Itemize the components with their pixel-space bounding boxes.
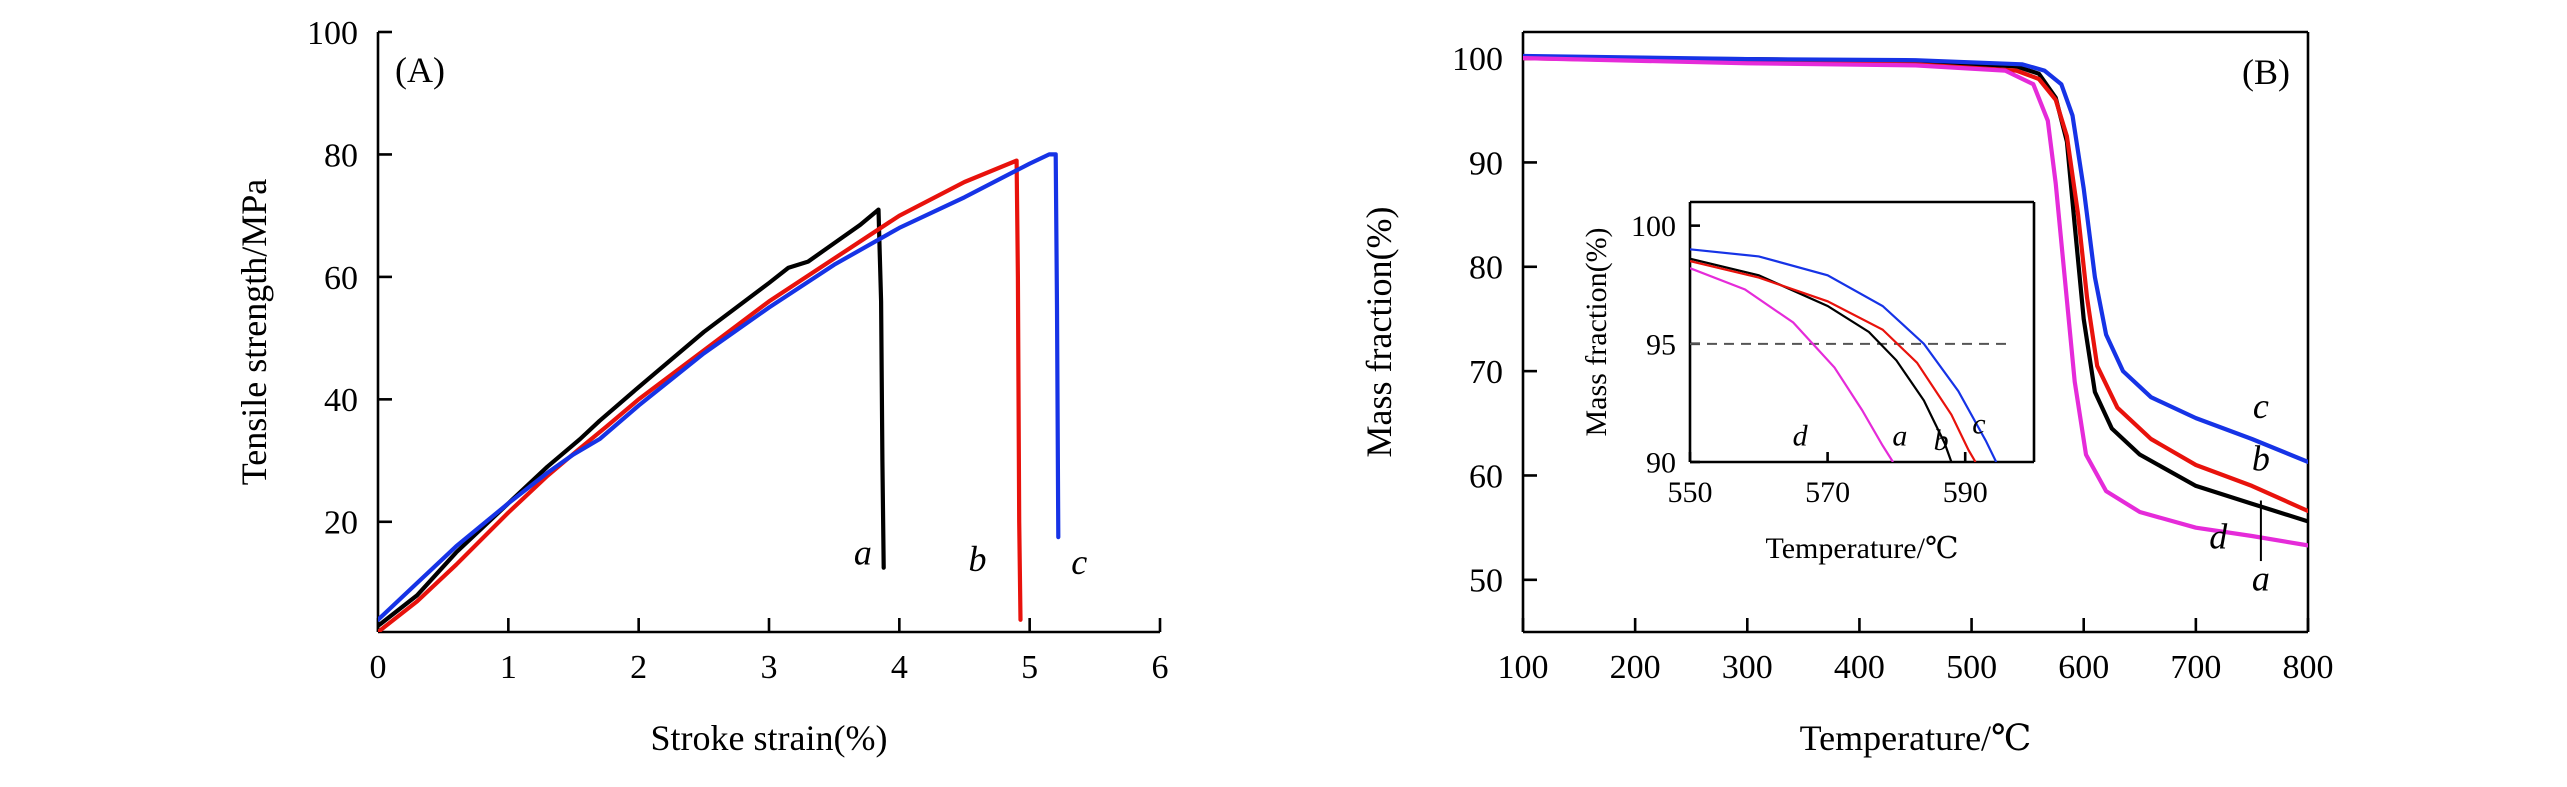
panel-b-series-label-c: c: [2253, 386, 2269, 426]
panel-b-y-tick-label: 100: [1452, 41, 1503, 78]
inset-y-tick-label: 100: [1631, 210, 1676, 243]
panel-a-x-axis-title: Stroke strain(%): [651, 718, 888, 758]
inset-series-b: [1690, 260, 1977, 462]
panel-b-x-tick-label: 700: [2170, 649, 2221, 686]
panel-a-y-tick-label: 80: [324, 137, 358, 174]
inset-series-d: [1690, 267, 1894, 462]
panel-b-y-axis-title: Mass fraction(%): [1359, 207, 1399, 458]
inset-x-tick-label: 570: [1805, 476, 1850, 509]
panel-b-x-axis-title: Temperature/℃: [1800, 718, 2032, 758]
panel-a-x-tick-label: 5: [1021, 649, 1038, 686]
panel-b-y-tick-label: 90: [1469, 145, 1503, 182]
inset-y-tick-label: 95: [1646, 328, 1676, 361]
inset-y-axis-title: Mass fraction(%): [1580, 227, 1613, 436]
panel-a-x-tick-label: 0: [370, 649, 387, 686]
panel-a-series-label-c: c: [1071, 542, 1087, 582]
panel-a-y-tick-label: 40: [324, 382, 358, 419]
panel-b-x-tick-label: 200: [1610, 649, 1661, 686]
inset-x-tick-label: 550: [1668, 476, 1713, 509]
panel-b-series-label-b: b: [2252, 438, 2270, 478]
panel-a-series-label-a: a: [854, 533, 872, 573]
panel-a-x-tick-label: 2: [630, 649, 647, 686]
panel-a-x-tick-label: 6: [1152, 649, 1169, 686]
panel-a-series-a: [378, 207, 886, 628]
panel-a-y-tick-label: 100: [307, 15, 358, 52]
panel-a-series-c: [378, 152, 1061, 622]
inset-series-label-b: b: [1934, 424, 1949, 457]
panel-b-y-tick-label: 70: [1469, 354, 1503, 391]
panel-b-inset-chart: 550 570 590 90 95 100 Temperature/℃ Mass fracti…: [1580, 200, 2036, 565]
panel-b-x-tick-label: 600: [2058, 649, 2109, 686]
panel-b-y-tick-label: 50: [1469, 563, 1503, 600]
inset-x-axis-title: Temperature/℃: [1765, 532, 1958, 565]
panel-a-x-tick-label: 1: [500, 649, 517, 686]
panel-a-x-tick-label: 3: [761, 649, 778, 686]
panel-b-tga-chart: 100 200 300 400 500 600 700 800 50 60 70 80 90 100 Tem…: [1359, 30, 2334, 758]
inset-series-label-d: d: [1793, 419, 1809, 452]
panel-b-series-d: [1523, 56, 2308, 548]
panel-b-y-tick-label: 80: [1469, 250, 1503, 287]
panel-a-y-axis-title: Tensile strength/MPa: [234, 179, 274, 485]
inset-series-c: [1690, 248, 1998, 462]
panel-b-x-tick-label: 500: [1946, 649, 1997, 686]
panel-b-series-c: [1523, 53, 2308, 464]
panel-b-y-tick-label: 60: [1469, 458, 1503, 495]
inset-background: [1690, 202, 2034, 462]
panel-b-panel-label: (B): [2242, 52, 2290, 92]
panel-b-x-tick-label: 100: [1498, 649, 1549, 686]
panel-a-y-tick-label: 60: [324, 260, 358, 297]
panel-a-series-label-b: b: [969, 539, 987, 579]
inset-x-tick-label: 590: [1943, 476, 1988, 509]
inset-series-label-c: c: [1972, 408, 1985, 441]
inset-y-tick-label: 90: [1646, 447, 1676, 480]
inset-series-label-a: a: [1892, 419, 1907, 452]
panel-a-y-tick-label: 20: [324, 505, 358, 542]
panel-b-series-label-a: a: [2252, 558, 2270, 598]
panel-a-x-tick-label: 4: [891, 649, 908, 686]
panel-b-x-tick-label: 800: [2283, 649, 2334, 686]
panel-b-series-label-d: d: [2209, 517, 2228, 557]
panel-b-x-tick-label: 400: [1834, 649, 1885, 686]
panel-a-tensile-chart: 0 1 2 3 4 5 6 20 40 60 80 100 Stroke strain(%) Tensil…: [234, 15, 1169, 758]
panel-a-panel-label: (A): [395, 50, 445, 90]
panel-a-series-b: [378, 158, 1023, 632]
panel-b-x-tick-label: 300: [1722, 649, 1773, 686]
